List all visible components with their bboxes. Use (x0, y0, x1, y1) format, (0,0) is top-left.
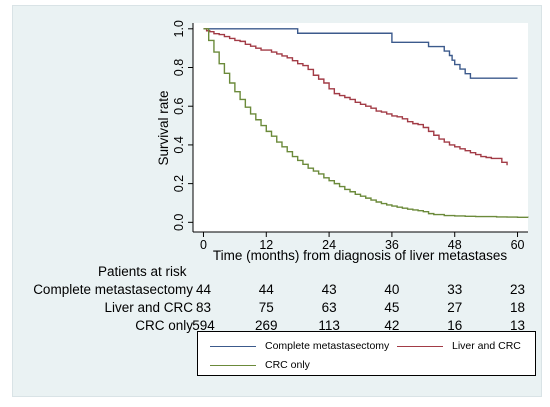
risk-value: 63 (321, 300, 337, 315)
risk-row-label: CRC only (135, 318, 193, 333)
risk-value: 40 (384, 282, 400, 297)
risk-value: 43 (321, 282, 337, 297)
axis-layer: 0 12 24 36 48 60 0.0 0.2 0.4 0.6 0.8 1.0 (172, 20, 525, 252)
risk-table-title: Patients at risk (98, 264, 187, 279)
legend-item-crc-only: CRC only (210, 359, 310, 371)
x-tick-label: 0 (200, 238, 207, 252)
risk-row-label: Liver and CRC (104, 300, 193, 315)
legend-swatch (210, 345, 256, 347)
x-tick-label: 24 (322, 238, 336, 252)
y-tick-label: 0.0 (172, 214, 186, 231)
series-layer (203, 28, 529, 218)
x-tick-label: 60 (511, 238, 525, 252)
legend-swatch (397, 345, 443, 347)
legend-item-complete-metastasectomy: Complete metastasectomy (210, 340, 389, 352)
risk-value: 45 (384, 300, 400, 315)
legend-item-liver-and-crc: Liver and CRC (397, 340, 521, 352)
legend-label: CRC only (265, 359, 310, 371)
legend-label: Liver and CRC (452, 340, 521, 352)
series-line-complete-metastasectomy (203, 28, 518, 79)
y-tick-label: 1.0 (172, 20, 186, 37)
risk-value: 44 (195, 282, 211, 297)
series-line-liver-and-crc (203, 28, 508, 166)
risk-value: 42 (384, 318, 400, 333)
risk-value: 44 (258, 282, 274, 297)
legend-swatch (210, 364, 256, 366)
x-axis-label: Time (months) from diagnosis of liver me… (213, 248, 508, 263)
risk-value: 594 (192, 318, 215, 333)
series-line-crc-only (203, 28, 529, 218)
risk-row: Liver and CRC 83 75 63 45 27 18 (0, 300, 550, 316)
risk-value: 269 (255, 318, 278, 333)
legend-label: Complete metastasectomy (265, 340, 390, 352)
risk-value: 27 (447, 300, 463, 315)
legend: Complete metastasectomy Liver and CRC CR… (197, 331, 536, 376)
risk-value: 83 (195, 300, 211, 315)
x-tick-label: 36 (385, 238, 399, 252)
risk-value: 33 (447, 282, 463, 297)
y-axis-label: Survival rate (156, 90, 171, 165)
risk-value: 113 (318, 318, 340, 333)
risk-value: 18 (510, 300, 526, 315)
y-tick-label: 0.6 (172, 97, 186, 114)
risk-row: Complete metastasectomy 44 44 43 40 33 23 (0, 282, 550, 298)
plot-area (193, 23, 528, 232)
risk-value: 75 (258, 300, 274, 315)
y-tick-label: 0.8 (172, 59, 186, 76)
risk-value: 16 (447, 318, 463, 333)
y-tick-label: 0.2 (172, 175, 186, 192)
x-tick-label: 12 (259, 238, 273, 252)
risk-value: 13 (510, 318, 526, 333)
y-tick-label: 0.4 (172, 136, 186, 153)
risk-value: 23 (510, 282, 526, 297)
x-tick-label: 48 (448, 238, 462, 252)
risk-row-label: Complete metastasectomy (33, 282, 193, 297)
risk-row: CRC only 594 269 113 42 16 13 (0, 318, 550, 334)
